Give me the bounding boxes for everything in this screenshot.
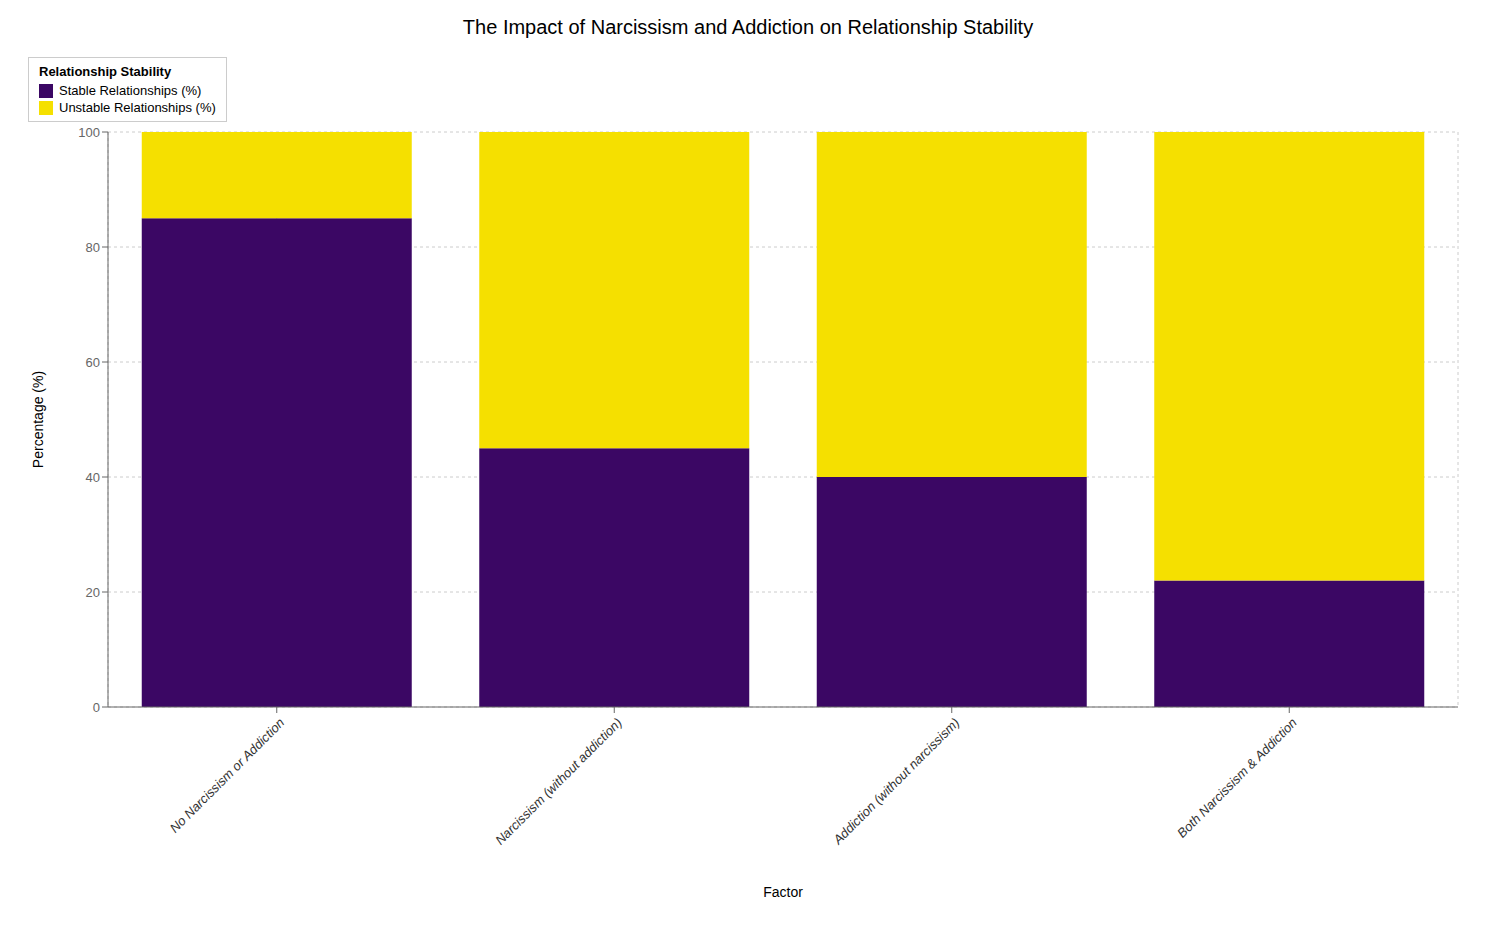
- html-text:Relationship Stability: Relationship Stability: [39, 64, 172, 79]
- html-text:The Impact of Narcissism and A: The Impact of Narcissism and Addiction o…: [462, 16, 1034, 38]
- svg-text:40: 40: [86, 470, 100, 485]
- svg-text:Narcissism (without addiction): Narcissism (without addiction): [492, 715, 625, 848]
- svg-text:Factor: Factor: [763, 884, 803, 900]
- svg-text:20: 20: [86, 585, 100, 600]
- svg-text:No Narcissism or Addiction: No Narcissism or Addiction: [167, 715, 288, 836]
- svg-text:Addiction (without narcissism): Addiction (without narcissism): [829, 715, 962, 848]
- html-text:Stable Relationships (%): Stable Relationships (%): [59, 83, 202, 98]
- svg-text:0: 0: [93, 700, 100, 715]
- svg-text:Both Narcissism & Addiction: Both Narcissism & Addiction: [1174, 715, 1300, 841]
- svg-text:100: 100: [78, 125, 100, 140]
- svg-text:80: 80: [86, 240, 100, 255]
- svg-text:Percentage (%): Percentage (%): [30, 371, 46, 468]
- html-text:Unstable Relationships (%): Unstable Relationships (%): [59, 100, 216, 115]
- svg-text:60: 60: [86, 355, 100, 370]
